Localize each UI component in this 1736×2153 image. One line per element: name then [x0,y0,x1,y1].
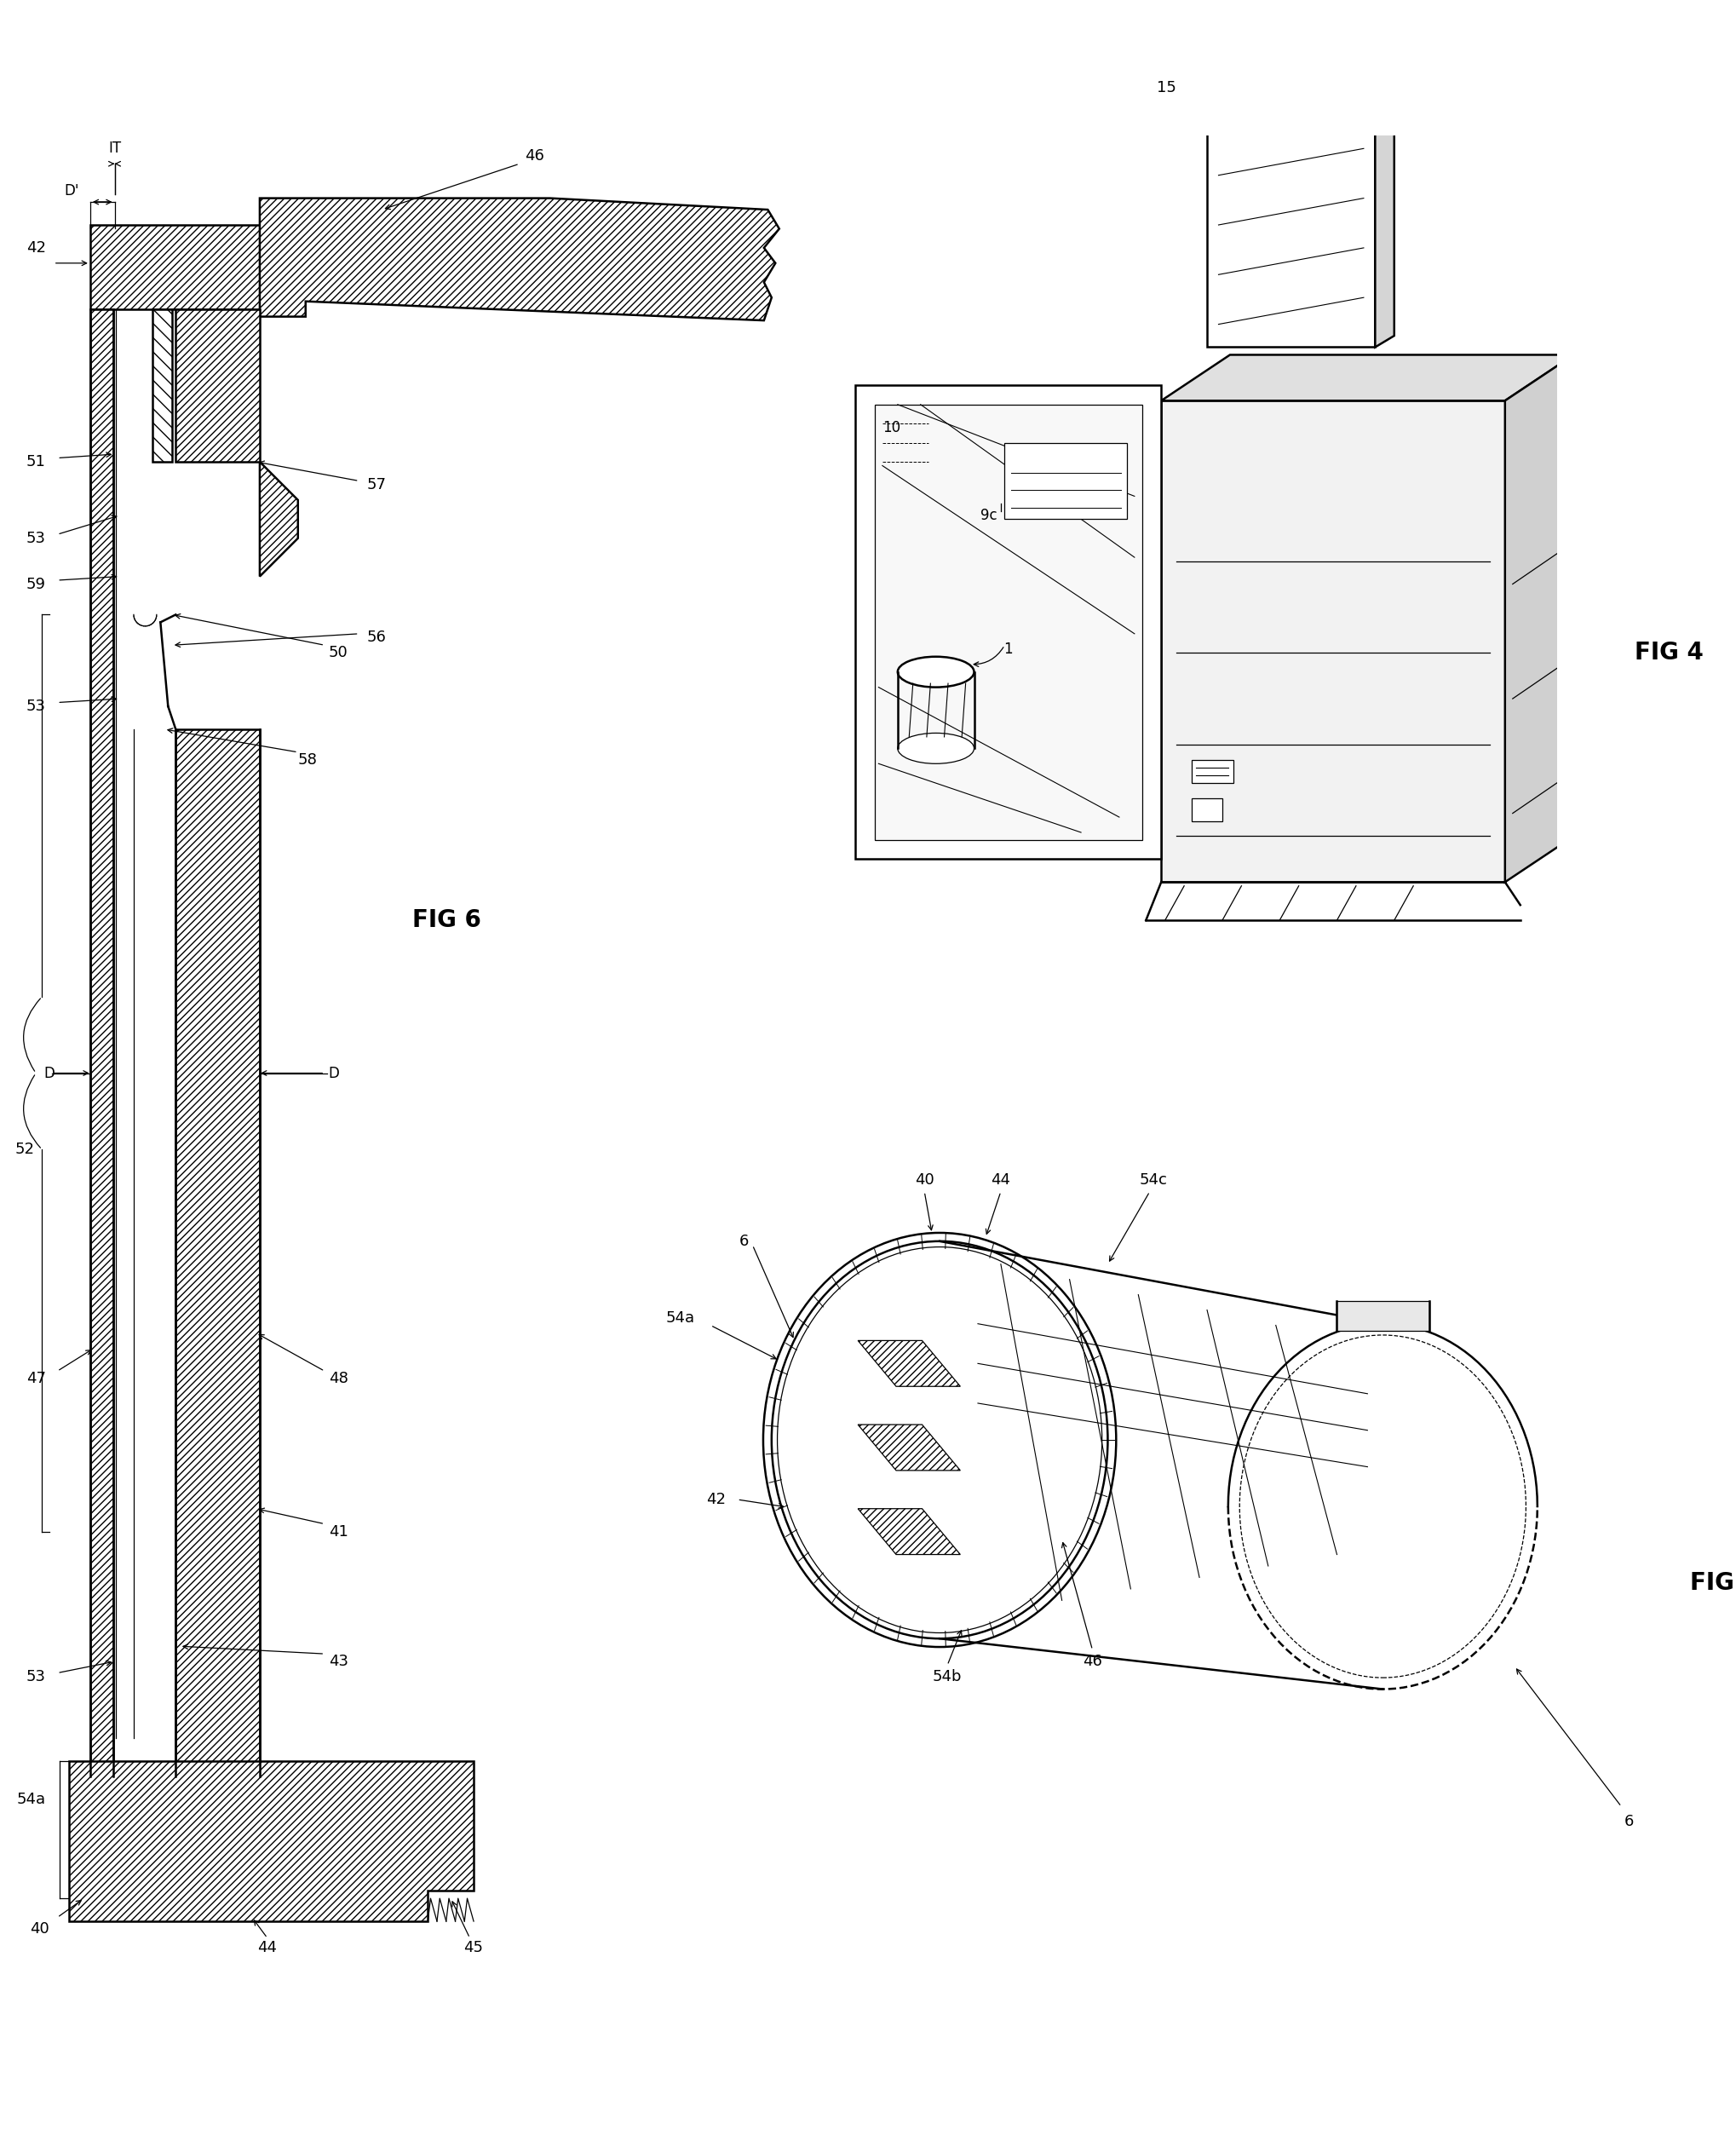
Text: FIG 6: FIG 6 [413,909,481,932]
Text: 53: 53 [26,1669,45,1684]
Text: 44: 44 [257,1940,278,1955]
Text: 58: 58 [299,751,318,766]
Polygon shape [260,461,299,577]
Bar [1193,760,1234,784]
Polygon shape [1161,355,1575,400]
Ellipse shape [898,657,974,687]
Polygon shape [1207,54,1394,65]
Polygon shape [1161,400,1505,883]
Text: 15: 15 [1156,80,1177,95]
Text: 50: 50 [328,646,347,661]
Text: 53: 53 [26,700,45,715]
Text: 54c: 54c [1139,1173,1168,1188]
Text: 47: 47 [26,1371,45,1387]
Text: D: D [328,1066,340,1081]
Text: 1: 1 [1003,642,1012,657]
Text: D': D' [64,183,78,198]
Text: 59: 59 [26,577,45,592]
Text: 10: 10 [882,420,901,435]
Text: D: D [43,1066,56,1081]
Text: 45: 45 [464,1940,483,1955]
Text: 46: 46 [524,149,545,164]
Polygon shape [69,1761,474,1920]
Text: FIG 4: FIG 4 [1635,642,1703,665]
Text: 56: 56 [366,631,385,646]
Polygon shape [90,224,260,310]
Text: IT: IT [108,140,122,157]
Text: 46: 46 [1083,1654,1102,1669]
Polygon shape [90,310,113,1776]
Polygon shape [175,310,260,461]
Text: 54b: 54b [932,1669,962,1684]
Bar [1215,69,1368,80]
Polygon shape [1207,65,1375,347]
Text: 54a: 54a [667,1309,694,1326]
Text: 51: 51 [26,454,45,469]
Polygon shape [1005,444,1127,519]
Ellipse shape [898,732,974,764]
Bar [1193,799,1222,820]
Text: 6: 6 [740,1234,748,1249]
Ellipse shape [771,1242,1108,1638]
Text: 9c: 9c [981,508,996,523]
Polygon shape [1375,54,1394,347]
Polygon shape [858,1425,960,1470]
Text: 40: 40 [30,1920,50,1936]
Text: 42: 42 [707,1492,726,1507]
Text: 40: 40 [915,1173,934,1188]
Text: 43: 43 [328,1654,349,1669]
Text: 57: 57 [366,478,387,493]
Polygon shape [856,385,1161,859]
Text: FIG 5: FIG 5 [1691,1572,1736,1595]
Text: 6: 6 [1625,1815,1634,1830]
Polygon shape [1337,1300,1429,1331]
Text: 42: 42 [26,241,45,256]
Polygon shape [260,198,779,321]
Polygon shape [858,1341,960,1387]
Polygon shape [1505,355,1575,883]
Polygon shape [175,730,260,1776]
Polygon shape [875,405,1142,840]
Text: 54a: 54a [17,1791,45,1806]
Polygon shape [153,310,172,461]
Text: 48: 48 [328,1371,347,1387]
Text: 53: 53 [26,530,45,547]
Text: 52: 52 [16,1141,35,1156]
Text: 44: 44 [991,1173,1010,1188]
Polygon shape [858,1509,960,1554]
Text: 41: 41 [328,1524,347,1539]
